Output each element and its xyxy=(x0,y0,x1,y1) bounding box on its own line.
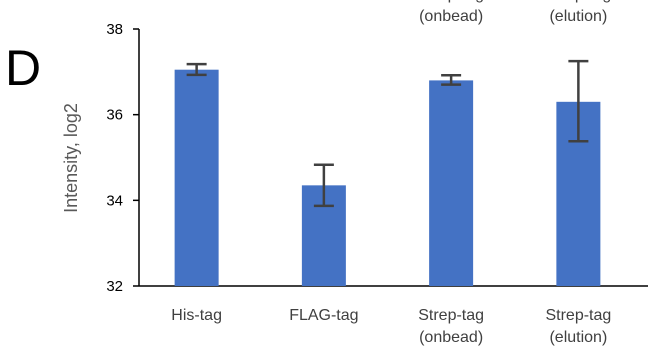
y-tick-label: 36 xyxy=(106,107,123,124)
error-bar xyxy=(568,59,589,143)
x-tick-label: FLAG-tag xyxy=(289,307,358,324)
x-tick-label: Strep-tag (onbead) xyxy=(418,307,484,346)
error-bar xyxy=(313,163,334,208)
clipped-category-label: Strep-tag(elution) xyxy=(545,0,611,25)
error-bars-group xyxy=(186,59,589,208)
bar xyxy=(174,69,219,286)
y-tick-label: 32 xyxy=(106,278,123,295)
error-bar xyxy=(186,62,207,77)
x-axis-ticks: His-tag FLAG-tag Strep-tag (onbead) Strep-ta… xyxy=(171,307,611,346)
panel-label: D xyxy=(5,40,41,96)
x-tick-label: Strep-tag (elution) xyxy=(545,307,611,346)
y-tick-label: 38 xyxy=(106,21,123,38)
y-tick-label: 34 xyxy=(106,192,123,209)
bar xyxy=(429,80,474,287)
error-bar xyxy=(441,74,462,86)
clipped-category-label: Strep-tag(onbead) xyxy=(418,0,484,25)
top-clipped-labels: Strep-tag(onbead) Strep-tag(elution) xyxy=(418,0,611,25)
y-axis-ticks: 32 34 36 38 xyxy=(106,21,139,295)
bars-group xyxy=(174,69,601,287)
y-axis-label: Intensity, log2 xyxy=(61,103,81,213)
x-tick-label: His-tag xyxy=(171,307,222,324)
